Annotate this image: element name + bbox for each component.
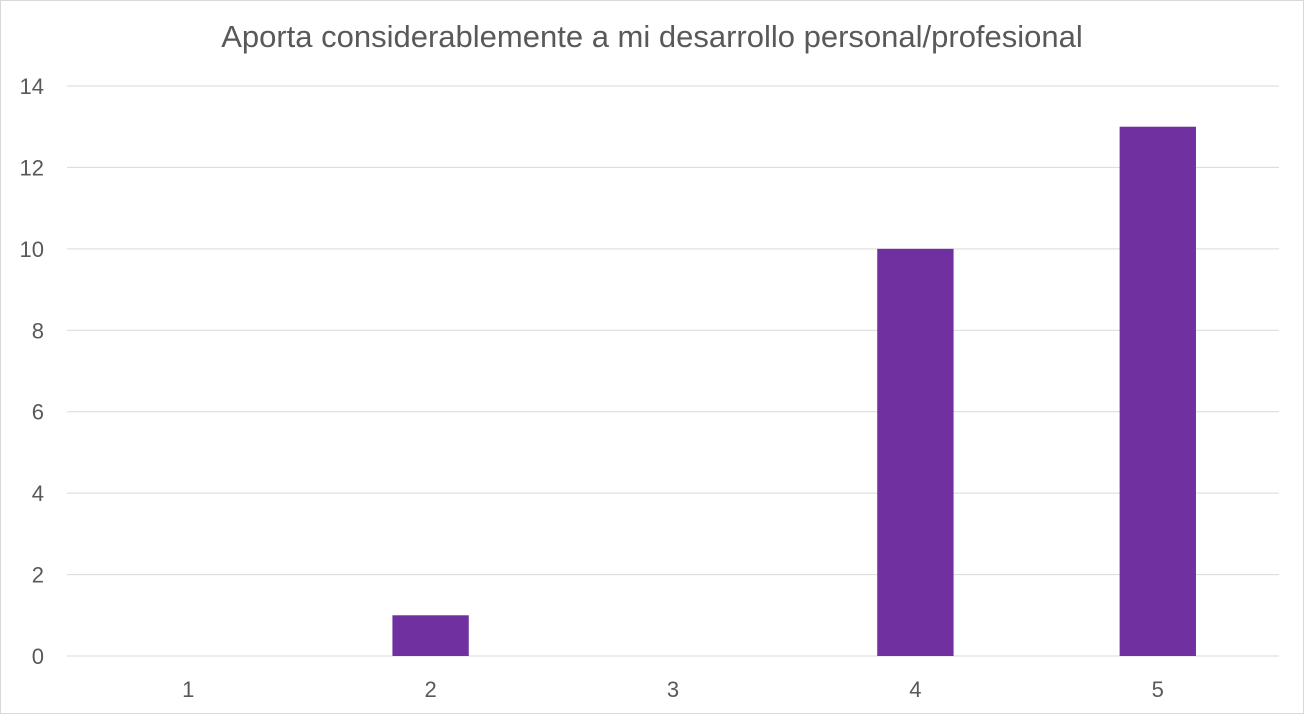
y-tick-label: 2 — [32, 563, 44, 588]
x-tick-label: 2 — [424, 677, 436, 702]
y-tick-label: 0 — [32, 644, 44, 669]
x-tick-label: 1 — [182, 677, 194, 702]
bar-4 — [877, 248, 954, 656]
x-tick-label: 5 — [1152, 677, 1164, 702]
gridlines — [67, 85, 1279, 657]
bars — [392, 126, 1196, 656]
bar-5 — [1119, 126, 1196, 656]
x-axis-tick-labels: 1 2 3 4 5 — [182, 677, 1164, 702]
y-tick-label: 10 — [20, 237, 44, 262]
y-tick-label: 14 — [20, 74, 44, 99]
y-axis-tick-labels: 0 2 4 6 8 10 12 14 — [20, 74, 44, 669]
chart-title: Aporta considerablemente a mi desarrollo… — [221, 19, 1083, 54]
y-tick-label: 4 — [32, 481, 44, 506]
x-tick-label: 4 — [909, 677, 921, 702]
y-tick-label: 6 — [32, 400, 44, 425]
x-tick-label: 3 — [667, 677, 679, 702]
y-tick-label: 8 — [32, 318, 44, 343]
y-tick-label: 12 — [20, 155, 44, 180]
bar-2 — [392, 615, 469, 656]
